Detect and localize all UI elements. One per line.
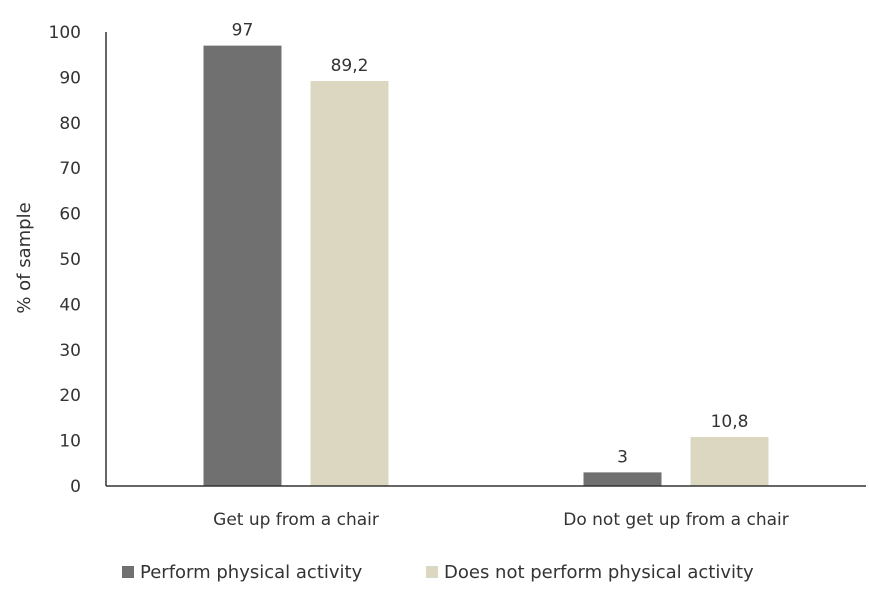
bar — [310, 81, 389, 487]
y-tick-label: 40 — [59, 295, 81, 315]
data-label: 97 — [232, 21, 254, 41]
data-label: 10,8 — [711, 412, 749, 432]
y-tick-label: 30 — [59, 341, 81, 361]
y-tick-label: 100 — [49, 23, 81, 43]
y-tick-label: 80 — [59, 114, 81, 134]
bar — [203, 45, 282, 487]
data-labels: 97 89,2 3 10,8 — [232, 21, 749, 468]
y-tick-label: 90 — [59, 68, 81, 88]
category-labels: Get up from a chair Do not get up from a … — [213, 510, 789, 530]
legend-swatch — [122, 566, 134, 578]
bars — [203, 45, 769, 487]
legend-label: Perform physical activity — [140, 562, 363, 583]
legend: Perform physical activity Does not perfor… — [122, 562, 754, 583]
y-axis-title: % of sample — [14, 202, 35, 313]
bar — [690, 436, 769, 486]
y-tick-label: 10 — [59, 432, 81, 452]
bar — [583, 472, 662, 486]
category-label: Do not get up from a chair — [563, 510, 788, 530]
legend-swatch — [426, 566, 438, 578]
y-tick-label: 60 — [59, 205, 81, 225]
legend-label: Does not perform physical activity — [444, 562, 754, 583]
y-tick-label: 50 — [59, 250, 81, 270]
y-axis-ticks: 0 10 20 30 40 50 60 70 80 90 100 — [49, 23, 81, 497]
y-tick-label: 70 — [59, 159, 81, 179]
y-tick-label: 20 — [59, 386, 81, 406]
data-label: 3 — [617, 447, 628, 467]
data-label: 89,2 — [331, 56, 369, 76]
y-tick-label: 0 — [70, 477, 81, 497]
category-label: Get up from a chair — [213, 510, 379, 530]
